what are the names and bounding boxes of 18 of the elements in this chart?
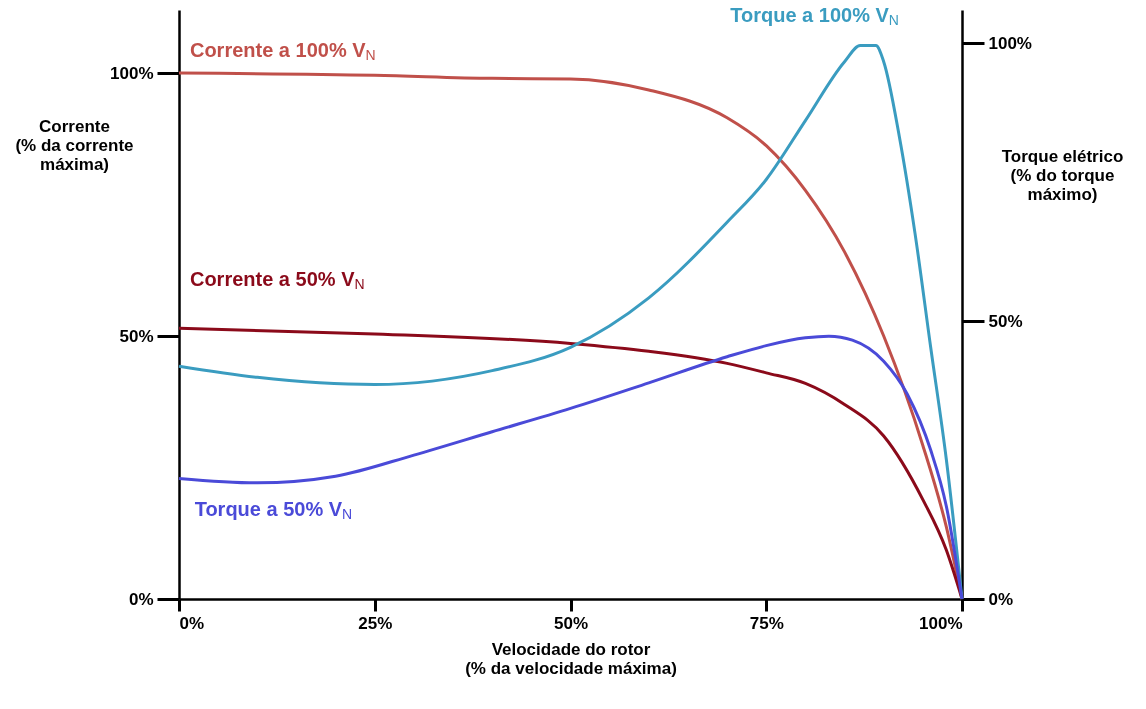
series-label: Torque a 100% V$_{N}$: [730, 4, 899, 29]
series-label: Corrente a 50% V$_{N}$: [189, 268, 365, 292]
y2-axis-title: Torque elétrico (% do torque máximo): [1001, 146, 1124, 204]
y-axis-title: Corrente (% da corrente máxima): [15, 116, 134, 174]
y2-tick-label: 0%: [988, 589, 1014, 609]
series-label: Torque a 50% V$_{N}$: [194, 497, 353, 522]
x-tick-label: 50%: [553, 613, 589, 633]
x-tick-label: 75%: [749, 613, 784, 633]
x-axis-title: Velocidade do rotor (% da velocidade máxima): [465, 639, 677, 678]
x-tick-label: 100%: [919, 613, 963, 633]
x-tick-label: 25%: [358, 613, 393, 633]
y2-tick-label: 50%: [988, 311, 1023, 331]
series-label: Corrente a 100% V$_{N}$: [189, 39, 376, 64]
y-tick-label: 100%: [110, 63, 154, 83]
y2-tick-label: 100%: [988, 33, 1032, 53]
x-tick-label: 0%: [179, 613, 205, 633]
y-tick-label: 0%: [128, 589, 154, 609]
y-tick-label: 50%: [119, 326, 154, 346]
